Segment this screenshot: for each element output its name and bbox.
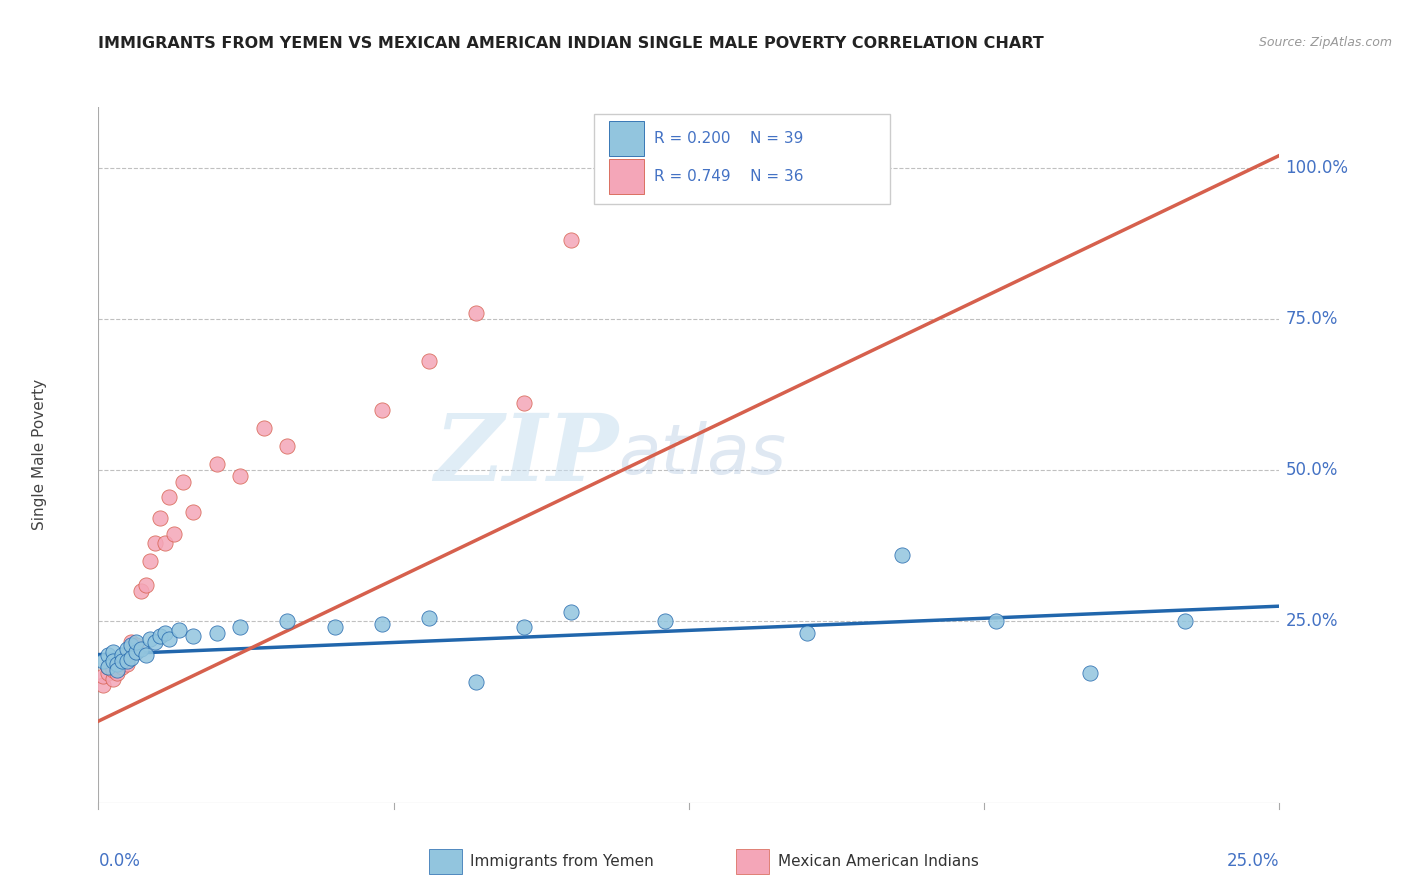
- Point: [205, 626, 228, 640]
- Point: [796, 626, 818, 640]
- Point: [984, 615, 1007, 629]
- Point: [115, 654, 138, 668]
- Point: [105, 663, 128, 677]
- Point: [129, 584, 152, 599]
- Point: [121, 635, 143, 649]
- Point: [105, 657, 128, 671]
- Text: R = 0.749    N = 36: R = 0.749 N = 36: [654, 169, 803, 184]
- Point: [512, 396, 534, 410]
- Point: [465, 674, 488, 689]
- Point: [229, 469, 252, 483]
- Point: [121, 650, 143, 665]
- Point: [125, 644, 148, 658]
- Point: [135, 648, 157, 662]
- Point: [153, 535, 176, 549]
- Point: [149, 629, 172, 643]
- Point: [143, 535, 166, 549]
- Point: [512, 620, 534, 634]
- Point: [172, 475, 194, 490]
- FancyBboxPatch shape: [737, 849, 769, 874]
- Point: [323, 620, 346, 634]
- Point: [371, 402, 394, 417]
- Text: 25.0%: 25.0%: [1285, 612, 1339, 631]
- Point: [205, 457, 228, 471]
- Point: [111, 654, 134, 668]
- Point: [101, 672, 124, 686]
- Point: [181, 629, 204, 643]
- Point: [253, 420, 276, 434]
- Text: ZIP: ZIP: [434, 410, 619, 500]
- Point: [560, 605, 582, 619]
- Point: [163, 526, 186, 541]
- Point: [97, 665, 120, 680]
- Text: 0.0%: 0.0%: [98, 852, 141, 870]
- Point: [167, 624, 190, 638]
- Point: [97, 659, 120, 673]
- Point: [105, 657, 128, 671]
- Point: [890, 548, 912, 562]
- Point: [101, 663, 124, 677]
- Text: 25.0%: 25.0%: [1227, 852, 1279, 870]
- Point: [153, 626, 176, 640]
- Point: [101, 644, 124, 658]
- Point: [111, 648, 134, 662]
- Point: [91, 654, 114, 668]
- Point: [1080, 665, 1102, 680]
- Point: [371, 617, 394, 632]
- Point: [105, 665, 128, 680]
- Point: [115, 641, 138, 656]
- FancyBboxPatch shape: [609, 159, 644, 194]
- FancyBboxPatch shape: [595, 114, 890, 204]
- Point: [91, 669, 114, 683]
- Point: [111, 659, 134, 673]
- FancyBboxPatch shape: [609, 121, 644, 156]
- Text: 50.0%: 50.0%: [1285, 461, 1337, 479]
- Text: atlas: atlas: [619, 421, 786, 489]
- Point: [465, 306, 488, 320]
- Point: [181, 505, 204, 519]
- Text: 100.0%: 100.0%: [1285, 159, 1348, 177]
- Point: [139, 554, 162, 568]
- Text: 75.0%: 75.0%: [1285, 310, 1337, 327]
- Point: [418, 611, 440, 625]
- Point: [111, 654, 134, 668]
- Text: Immigrants from Yemen: Immigrants from Yemen: [471, 855, 654, 870]
- Point: [229, 620, 252, 634]
- Point: [654, 615, 676, 629]
- Point: [139, 632, 162, 647]
- Point: [149, 511, 172, 525]
- Point: [97, 648, 120, 662]
- Point: [157, 632, 180, 647]
- Point: [560, 233, 582, 247]
- Text: Source: ZipAtlas.com: Source: ZipAtlas.com: [1258, 36, 1392, 49]
- Point: [418, 354, 440, 368]
- Text: IMMIGRANTS FROM YEMEN VS MEXICAN AMERICAN INDIAN SINGLE MALE POVERTY CORRELATION: IMMIGRANTS FROM YEMEN VS MEXICAN AMERICA…: [98, 36, 1045, 51]
- Point: [125, 639, 148, 653]
- Point: [125, 635, 148, 649]
- Point: [121, 639, 143, 653]
- Point: [121, 644, 143, 658]
- Point: [115, 648, 138, 662]
- FancyBboxPatch shape: [429, 849, 463, 874]
- Point: [276, 615, 298, 629]
- Point: [97, 659, 120, 673]
- Point: [276, 439, 298, 453]
- Point: [129, 641, 152, 656]
- Point: [101, 654, 124, 668]
- Text: Single Male Poverty: Single Male Poverty: [32, 379, 46, 531]
- Point: [115, 657, 138, 671]
- Text: Mexican American Indians: Mexican American Indians: [778, 855, 979, 870]
- Point: [157, 490, 180, 504]
- Point: [1174, 615, 1197, 629]
- Point: [135, 578, 157, 592]
- Point: [607, 172, 630, 186]
- Point: [125, 644, 148, 658]
- Point: [143, 635, 166, 649]
- Point: [91, 678, 114, 692]
- Text: R = 0.200    N = 39: R = 0.200 N = 39: [654, 131, 803, 146]
